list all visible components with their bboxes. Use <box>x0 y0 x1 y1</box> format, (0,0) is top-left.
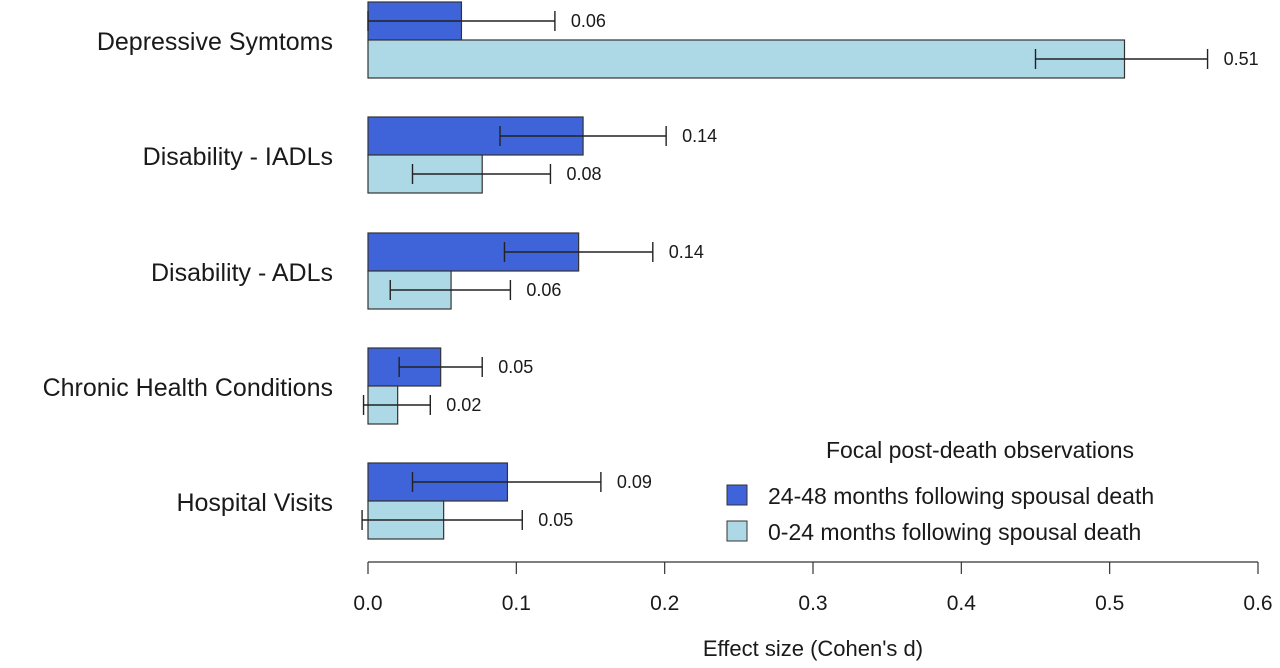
legend-swatch-0-24-months <box>726 520 748 542</box>
legend-title: Focal post-death observations <box>826 437 1134 463</box>
value-label-disability-adls-series-0: 0.14 <box>669 242 704 262</box>
error-bar-depressive-symtoms-series-1 <box>1034 49 1209 69</box>
category-label-depressive-symtoms: Depressive Symtoms <box>97 28 333 56</box>
legend-label-24-48-months: 24-48 months following spousal death <box>768 483 1154 509</box>
value-label-disability-iadls-series-0: 0.14 <box>682 126 717 146</box>
value-label-disability-adls-series-1: 0.06 <box>526 280 561 300</box>
error-bar-chronic-health-conditions-series-0 <box>398 357 483 377</box>
category-label-disability-iadls: Disability - IADLs <box>143 143 333 171</box>
category-label-hospital-visits: Hospital Visits <box>176 489 333 517</box>
x-tick-label: 0.2 <box>650 592 679 615</box>
error-bar-hospital-visits-series-1 <box>361 510 523 530</box>
x-tick-label: 0.3 <box>798 592 827 615</box>
category-label-chronic-health-conditions: Chronic Health Conditions <box>43 374 333 402</box>
x-axis-title: Effect size (Cohen's d) <box>703 636 923 661</box>
error-bar-disability-adls-series-1 <box>389 280 512 300</box>
value-label-depressive-symtoms-series-1: 0.51 <box>1224 49 1259 69</box>
x-tick-label: 0.1 <box>502 592 531 615</box>
legend: Focal post-death observations 24-48 mont… <box>726 437 1154 545</box>
error-bar-depressive-symtoms-series-0 <box>367 11 556 31</box>
x-tick-label: 0.4 <box>947 592 977 615</box>
category-label-disability-adls: Disability - ADLs <box>151 259 333 287</box>
value-label-depressive-symtoms-series-0: 0.06 <box>571 11 606 31</box>
legend-swatch-24-48-months <box>726 484 748 506</box>
value-label-hospital-visits-series-1: 0.05 <box>538 510 573 530</box>
bar-depressive-symtoms-series-1 <box>367 39 1126 79</box>
legend-label-0-24-months: 0-24 months following spousal death <box>768 519 1141 545</box>
category-labels: Depressive Symtoms Disability - IADLs Disa… <box>43 28 333 517</box>
x-tick-label: 0.0 <box>353 592 382 615</box>
value-label-disability-iadls-series-1: 0.08 <box>566 164 601 184</box>
value-label-chronic-health-conditions-series-0: 0.05 <box>498 357 533 377</box>
error-bar-chronic-health-conditions-series-1 <box>362 395 431 415</box>
error-bar-disability-iadls-series-0 <box>499 126 667 146</box>
error-bar-hospital-visits-series-0 <box>411 472 602 492</box>
x-axis: 0.0 0.1 0.2 0.3 0.4 0.5 0.6 <box>353 561 1273 615</box>
bars-layer: 0.06 0.51 0.14 0.08 0.14 0.06 0.05 0.02 0.09 0.05 <box>361 1 1259 540</box>
x-tick-label: 0.5 <box>1095 592 1124 615</box>
error-bar-disability-iadls-series-1 <box>411 164 552 184</box>
value-label-chronic-health-conditions-series-1: 0.02 <box>446 395 481 415</box>
x-tick-label: 0.6 <box>1243 592 1272 615</box>
error-bar-disability-adls-series-0 <box>503 242 654 262</box>
value-label-hospital-visits-series-0: 0.09 <box>617 472 652 492</box>
